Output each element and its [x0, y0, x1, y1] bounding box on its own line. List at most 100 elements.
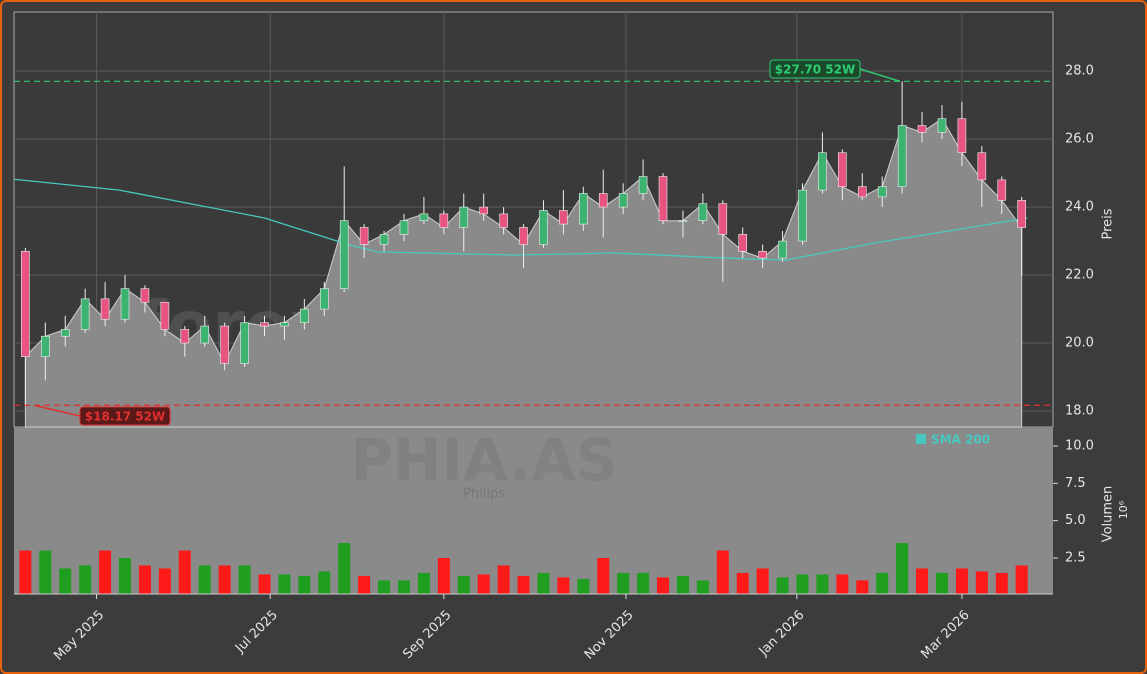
- annotation-label: $18.17 52W: [85, 410, 165, 424]
- volume-bar: [577, 578, 590, 594]
- volume-bar: [19, 550, 32, 594]
- y-tick-label: 10.0: [1065, 438, 1094, 453]
- candle-body: [200, 325, 210, 344]
- volume-bar: [138, 565, 151, 594]
- x-tick-label: Mar 2026: [918, 608, 972, 662]
- volume-bar: [935, 572, 948, 594]
- candle-body: [678, 220, 688, 222]
- candle-body: [778, 240, 787, 259]
- volume-bar: [657, 577, 670, 594]
- x-tick-label: Jan 2026: [756, 608, 808, 660]
- candle-body: [459, 206, 469, 228]
- candle-body: [160, 301, 170, 330]
- candle-body: [140, 288, 150, 303]
- candle-body: [957, 118, 967, 154]
- volume-bar: [776, 577, 789, 594]
- candle-body: [80, 298, 90, 330]
- volume-bar: [916, 568, 929, 594]
- volume-bar: [198, 565, 211, 594]
- volume-bar: [836, 574, 849, 594]
- volume-bar: [537, 572, 550, 594]
- candle-body: [359, 227, 369, 245]
- volume-bar: [99, 550, 112, 594]
- volume-bar: [1015, 565, 1028, 594]
- volume-bar: [796, 574, 809, 594]
- candle-body: [937, 118, 947, 133]
- candle-body: [539, 210, 548, 245]
- volume-bar: [716, 550, 729, 594]
- annotation-arrow: [33, 404, 81, 417]
- candle-body: [977, 152, 987, 181]
- volume-bar: [238, 565, 251, 594]
- candle-body: [838, 152, 847, 188]
- candle-body: [499, 213, 508, 228]
- volume-bar: [995, 572, 1008, 594]
- y-tick-label: 5.0: [1065, 513, 1086, 528]
- volume-bar: [218, 565, 231, 594]
- volume-bar: [39, 550, 52, 594]
- candle-body: [818, 152, 827, 191]
- volume-bar: [417, 572, 430, 594]
- volume-bar: [318, 571, 331, 594]
- volume-bar: [258, 574, 271, 594]
- volume-bar: [378, 580, 391, 594]
- volume-bar: [676, 575, 689, 594]
- candle-body: [399, 220, 409, 235]
- candle-body: [319, 288, 329, 310]
- volume-bar: [338, 543, 351, 594]
- candle-body: [1017, 199, 1026, 228]
- annotation-box: [79, 406, 171, 426]
- volume-bar: [497, 565, 510, 594]
- candle-body: [997, 179, 1007, 201]
- candle-body: [419, 213, 429, 221]
- y-tick-label: 7.5: [1065, 476, 1086, 491]
- y-axis-scale: 10⁶: [1117, 500, 1130, 519]
- volume-bar: [298, 575, 311, 594]
- volume-bar: [557, 577, 570, 594]
- volume-bar: [637, 572, 650, 594]
- legend-label: SMA 200: [931, 433, 990, 447]
- volume-bar: [397, 580, 410, 594]
- sma-line: [13, 178, 1028, 261]
- candle-body: [240, 322, 249, 364]
- candle-body: [658, 176, 668, 221]
- watermark-ticker: PHIA.AS: [350, 426, 617, 494]
- candle-body: [917, 125, 927, 133]
- volume-bar: [178, 550, 191, 594]
- volume-bar: [876, 572, 889, 594]
- volume-bar: [457, 575, 470, 594]
- volume-bar: [437, 558, 450, 594]
- volume-bar: [278, 574, 291, 594]
- candle-body: [758, 250, 767, 259]
- candle-body: [698, 203, 708, 221]
- candle-body: [598, 193, 608, 208]
- volume-bar: [517, 575, 530, 594]
- y-tick-label: 20.0: [1065, 336, 1094, 351]
- candle-body: [579, 193, 588, 225]
- volume-bar: [358, 575, 371, 594]
- candle-body: [559, 210, 568, 225]
- y-tick-label: 24.0: [1065, 200, 1094, 215]
- volume-bar: [736, 572, 749, 594]
- annotation-box: [769, 59, 861, 79]
- volume-bar: [119, 558, 132, 594]
- volume-bar: [856, 580, 869, 594]
- candle-body: [638, 176, 648, 194]
- volume-bar: [896, 543, 909, 594]
- candle-body: [21, 250, 30, 357]
- volume-bar: [617, 572, 630, 594]
- x-tick-label: Nov 2025: [582, 608, 637, 663]
- candle-body: [439, 213, 449, 228]
- annotation-arrow: [859, 68, 901, 83]
- candle-body: [897, 125, 907, 188]
- candle-body: [519, 227, 528, 245]
- candle-body: [180, 329, 190, 344]
- legend-swatch: [916, 434, 926, 444]
- y-axis-label: Preis: [1101, 208, 1116, 239]
- candle-body: [379, 233, 389, 245]
- y-tick-label: 18.0: [1065, 404, 1094, 419]
- candle-body: [60, 329, 70, 337]
- y-tick-label: 26.0: [1065, 132, 1094, 147]
- candle-body: [260, 322, 269, 327]
